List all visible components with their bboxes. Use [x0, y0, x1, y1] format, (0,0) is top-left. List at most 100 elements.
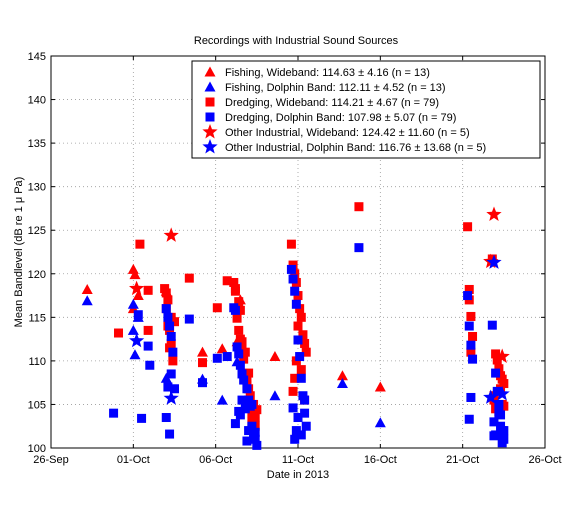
data-point-square — [491, 349, 501, 359]
data-point-triangle — [374, 417, 386, 428]
legend-entry: Other Industrial, Wideband: 124.42 ± 11.… — [225, 127, 470, 139]
data-point-square — [135, 239, 145, 249]
x-tick-label: 06-Oct — [199, 454, 232, 466]
data-point-square — [252, 405, 262, 415]
data-point-square — [143, 285, 153, 295]
data-point-triangle — [81, 283, 93, 294]
data-point-triangle — [129, 269, 141, 280]
data-point-square — [354, 243, 364, 253]
data-point-square — [163, 382, 173, 392]
data-point-triangle — [336, 378, 348, 389]
x-tick-label: 21-Oct — [446, 454, 479, 466]
data-point-square — [143, 325, 153, 335]
x-tick-label: 26-Oct — [528, 454, 561, 466]
legend: Fishing, Wideband: 114.63 ± 4.16 (n = 13… — [191, 60, 541, 159]
data-point-square — [197, 378, 207, 388]
data-point-square — [252, 440, 262, 450]
data-point-square — [143, 341, 153, 351]
axes: 26-Sep 01-Oct 06-Oct 11-Oct 16-Oct 21-Oct 26-O… — [28, 51, 562, 466]
data-point-square — [161, 413, 171, 423]
data-point-square — [133, 310, 143, 320]
legend-marker — [202, 139, 218, 154]
data-point-square — [165, 321, 175, 331]
data-point-square — [499, 401, 509, 411]
data-point-square — [290, 434, 300, 444]
data-point-square — [286, 264, 296, 274]
data-point-square — [235, 360, 245, 370]
legend-box — [191, 60, 541, 159]
data-point-square — [463, 222, 473, 232]
data-point-square — [466, 347, 476, 357]
data-point-triangle — [160, 372, 172, 383]
data-point-square — [184, 314, 194, 324]
data-point-star — [163, 390, 179, 405]
x-tick-label: 01-Oct — [117, 454, 150, 466]
x-tick-label: 11-Oct — [282, 454, 314, 466]
data-point-square — [288, 274, 298, 284]
data-point-square — [247, 399, 257, 409]
data-point-square — [499, 379, 509, 389]
data-point-star — [486, 254, 502, 269]
data-point-square — [240, 404, 250, 414]
legend-entry: Fishing, Dolphin Band: 112.11 ± 4.52 (n … — [225, 82, 446, 94]
data-point-square — [168, 356, 178, 366]
data-point-square — [466, 311, 476, 321]
data-point-square — [497, 438, 507, 448]
data-point-square — [290, 373, 300, 383]
legend-entry: Other Industrial, Dolphin Band: 116.76 ±… — [225, 142, 486, 154]
data-point-square — [464, 284, 474, 294]
data-point-square — [170, 317, 179, 327]
y-tick-label: 100 — [28, 443, 46, 455]
data-point-square — [296, 373, 306, 383]
data-point-square — [237, 369, 247, 379]
data-point-square — [293, 335, 303, 345]
chart-title: Recordings with Industrial Sound Sources — [194, 35, 399, 47]
legend-marker — [204, 81, 216, 92]
data-point-square — [293, 321, 303, 331]
grid — [51, 56, 545, 448]
data-point-square — [234, 406, 244, 416]
y-tick-label: 130 — [28, 182, 46, 194]
data-point-square — [109, 408, 119, 418]
data-point-star — [483, 389, 499, 404]
data-point-square — [234, 297, 244, 307]
data-point-triangle — [196, 346, 208, 357]
data-point-square — [145, 360, 155, 370]
y-axis-title: Mean Bandlevel (dB re 1 μ Pa) — [13, 177, 25, 328]
legend-marker — [202, 124, 218, 139]
data-point-square — [242, 436, 252, 446]
data-point-square — [232, 313, 242, 323]
data-point-star — [494, 348, 510, 363]
data-point-square — [250, 434, 260, 444]
data-point-square — [232, 342, 242, 352]
y-tick-label: 140 — [28, 95, 46, 107]
data-point-square — [295, 352, 305, 362]
data-point-square — [468, 354, 478, 364]
data-point-square — [494, 408, 504, 418]
legend-entry: Fishing, Wideband: 114.63 ± 4.16 (n = 13… — [225, 67, 430, 79]
data-point-square — [230, 286, 240, 296]
data-point-square — [499, 426, 509, 436]
x-tick-label: 26-Sep — [33, 454, 68, 466]
data-point-triangle — [129, 349, 141, 360]
data-point-square — [170, 384, 179, 394]
data-point-star — [129, 280, 145, 296]
data-point-square — [168, 347, 178, 357]
data-point-triangle — [336, 370, 348, 381]
y-tick-label: 145 — [28, 51, 46, 63]
legend-marker — [205, 112, 215, 122]
y-tick-label: 115 — [28, 312, 46, 324]
data-point-square — [300, 408, 310, 418]
data-point-square — [234, 325, 244, 335]
data-point-triangle — [269, 351, 281, 362]
data-point-square — [301, 421, 311, 431]
data-point-square — [244, 368, 254, 378]
y-tick-label: 110 — [28, 356, 46, 368]
data-point-square — [212, 353, 222, 363]
data-point-square — [161, 288, 171, 298]
data-point-triangle — [269, 390, 281, 401]
data-point-star — [486, 206, 502, 221]
data-points — [81, 202, 510, 450]
data-point-square — [163, 312, 173, 322]
